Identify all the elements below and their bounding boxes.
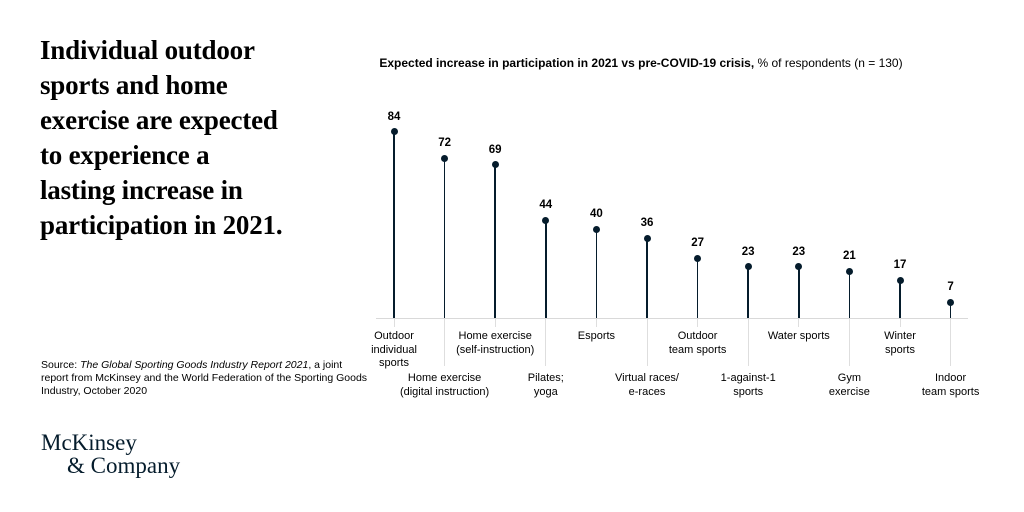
- headline: Individual outdoor sports and home exerc…: [40, 35, 283, 240]
- chart-title-bold: Expected increase in participation in 20…: [379, 56, 755, 70]
- source-suffix: , a joint report from McKinsey and the W…: [41, 359, 368, 397]
- value-label: 7: [947, 281, 954, 294]
- chart-title-regular: % of respondents (n = 130): [754, 56, 903, 70]
- value-label: 36: [640, 217, 654, 230]
- value-label: 44: [539, 199, 553, 212]
- stem: [696, 258, 699, 318]
- category-label: Virtual races/ e-races: [615, 372, 679, 398]
- category-tick: [697, 319, 699, 327]
- data-point-dot: [643, 234, 651, 242]
- data-point-dot: [441, 154, 449, 162]
- source-report-title: The Global Sporting Goods Industry Repor…: [80, 359, 309, 371]
- stem: [747, 266, 749, 318]
- stem: [443, 158, 446, 318]
- category-tick: [848, 319, 850, 366]
- stem: [646, 238, 648, 318]
- category-tick: [747, 319, 749, 366]
- category-tick: [899, 319, 901, 327]
- category-tick: [444, 319, 446, 366]
- data-point-dot: [845, 267, 853, 275]
- data-point-dot: [795, 263, 803, 271]
- category-label: Water sports: [767, 330, 830, 342]
- value-label: 69: [488, 143, 502, 156]
- category-tick: [393, 319, 395, 327]
- category-label: Outdoor individual sports: [371, 330, 417, 369]
- value-label: 72: [438, 137, 451, 150]
- category-label: Indoor team sports: [921, 372, 980, 398]
- category-tick: [646, 319, 648, 366]
- category-tick: [494, 319, 496, 327]
- category-label: 1-against-1 sports: [720, 372, 776, 398]
- stem: [545, 220, 547, 318]
- chart-title: Expected increase in participation in 20…: [366, 42, 903, 84]
- data-point-dot: [491, 161, 499, 169]
- data-point-dot: [694, 254, 702, 262]
- stem: [949, 302, 952, 318]
- data-point-dot: [592, 225, 600, 233]
- data-point-dot: [947, 298, 955, 306]
- value-label: 23: [741, 245, 755, 258]
- category-tick: [950, 319, 952, 366]
- category-label: Gym exercise: [828, 372, 870, 398]
- category-label: Winter sports: [884, 330, 916, 356]
- stem: [393, 131, 395, 318]
- stem: [595, 229, 598, 318]
- category-label: Home exercise (self-instruction): [456, 330, 535, 356]
- logo-line2: & Company: [67, 453, 181, 478]
- value-label: 27: [691, 237, 704, 250]
- stem: [494, 164, 496, 318]
- data-point-dot: [744, 263, 752, 271]
- stem: [899, 280, 901, 318]
- value-label: 84: [387, 110, 401, 123]
- stem: [848, 271, 851, 318]
- logo-line1: McKinsey: [41, 430, 137, 455]
- data-point-dot: [896, 276, 904, 284]
- value-label: 21: [842, 250, 856, 263]
- source-prefix: Source:: [41, 359, 81, 371]
- category-tick: [798, 319, 800, 327]
- value-label: 17: [893, 259, 907, 272]
- category-tick: [545, 319, 547, 366]
- category-label: Outdoor team sports: [668, 330, 727, 356]
- value-label: 23: [792, 245, 806, 258]
- data-point-dot: [542, 216, 550, 224]
- value-label: 40: [589, 208, 603, 221]
- category-label: Pilates; yoga: [527, 372, 564, 398]
- data-point-dot: [390, 128, 398, 136]
- mckinsey-logo: McKinsey & Company: [41, 431, 180, 477]
- stem: [798, 266, 800, 318]
- category-label: Home exercise (digital instruction): [399, 372, 490, 398]
- axis-baseline: [376, 318, 968, 319]
- category-tick: [595, 319, 597, 327]
- source-note: Source: The Global Sporting Goods Indust…: [41, 359, 371, 398]
- category-label: Esports: [577, 330, 616, 342]
